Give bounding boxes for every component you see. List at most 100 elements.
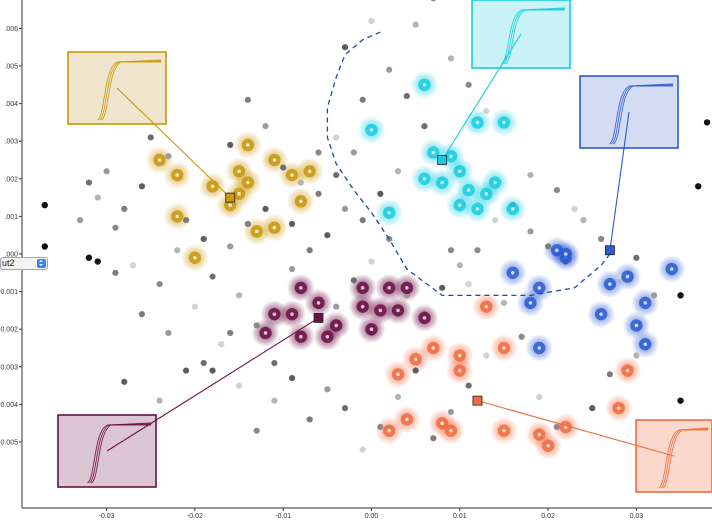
cluster-point-center [449,428,453,433]
cluster-point-center [493,180,497,185]
variable-select[interactable]: ut2 [0,257,48,270]
background-point [386,66,393,73]
cluster-point-center [510,207,515,211]
cluster-point-center [254,229,259,234]
cluster-point-center [458,203,462,207]
background-point [589,405,596,412]
background-point [377,423,384,431]
background-point [597,235,605,243]
background-point [138,183,146,190]
inset-connector [106,317,319,452]
cluster-point-center [458,353,462,358]
outlier-point [695,183,702,190]
y-tick-label: .004 [4,101,18,108]
cluster-point-center [378,308,383,313]
inset-curve [660,428,709,489]
inset-curve [505,9,566,65]
inset-curve [609,83,674,145]
y-tick-label: -0.004 [0,402,18,409]
dashed-region-outline [326,31,611,297]
background-point [333,303,340,310]
background-point [235,292,243,299]
background-point [359,217,366,224]
cluster-point-center [272,312,277,316]
cluster-point-center [599,312,603,316]
cluster-point-center [546,443,550,448]
background-point [129,262,137,269]
background-point [368,258,375,265]
select-updown-icon [37,259,46,268]
cluster-point-center [387,428,391,433]
inset-panel [472,395,712,493]
cluster-point-center [422,177,427,181]
cluster-point-center [228,203,233,207]
background-point [191,303,198,310]
background-point [394,393,402,400]
cluster-point-center [537,286,542,290]
background-point [271,359,278,367]
background-point [324,232,331,239]
cluster-point-center [175,214,180,219]
cluster-point-center [440,180,444,185]
inset-curve [99,60,162,121]
cluster-point-center [387,210,391,215]
y-tick-label: .006 [4,26,18,33]
background-point [633,352,640,359]
cluster-point-center [422,83,427,87]
cluster-point-center [263,331,268,335]
background-point [341,205,349,212]
background-point [377,190,384,197]
y-axis-ticks: .007.006.005.004.003.002.001.000-0.001-0… [0,26,22,447]
cluster-point-center [193,255,197,260]
cluster-point-center [210,184,215,189]
inset-curve [87,422,152,484]
background-point [447,55,455,62]
y-tick-label: -0.002 [0,327,18,334]
cluster-point-center [643,342,648,347]
background-point [465,81,472,88]
cluster-point-center [360,286,365,290]
background-point [174,247,181,254]
background-point [324,386,331,393]
background-point [77,217,84,224]
cluster-point-center [246,143,250,147]
cluster-point-center [396,308,400,313]
cluster-point-center [246,180,250,185]
background-point [253,322,260,329]
background-point [315,190,322,197]
cluster-point-center [272,225,277,230]
outlier-point [677,397,684,404]
cluster-point-center [458,169,462,174]
background-point [244,220,251,228]
background-point [439,284,446,291]
background-point [333,171,340,179]
background-point [209,273,216,280]
cluster-point-center [369,128,374,132]
outlier-point [41,201,48,209]
background-point [350,277,357,284]
background-point [112,269,119,276]
cluster-point-center [484,192,489,196]
background-point [121,205,128,212]
background-point [500,299,508,306]
inset-curve [503,8,566,65]
background-point [492,217,499,224]
background-point [633,254,640,261]
cluster-point-center [528,301,533,305]
background-point [350,149,357,156]
cluster-point-center [634,323,639,328]
cluster-point-center [387,286,391,290]
y-tick-label: .001 [4,214,18,221]
background-point [280,164,287,171]
background-point [121,378,128,385]
outlier-point [94,258,101,265]
background-point [403,92,410,100]
x-tick-label: 0.00 [365,513,379,520]
cluster-point-center [360,304,365,309]
y-tick-label: -0.001 [0,289,18,296]
background-point [553,423,561,431]
x-tick-label: 0.01 [453,513,467,520]
cluster-point-center [466,188,471,192]
outlier-point [41,243,48,250]
